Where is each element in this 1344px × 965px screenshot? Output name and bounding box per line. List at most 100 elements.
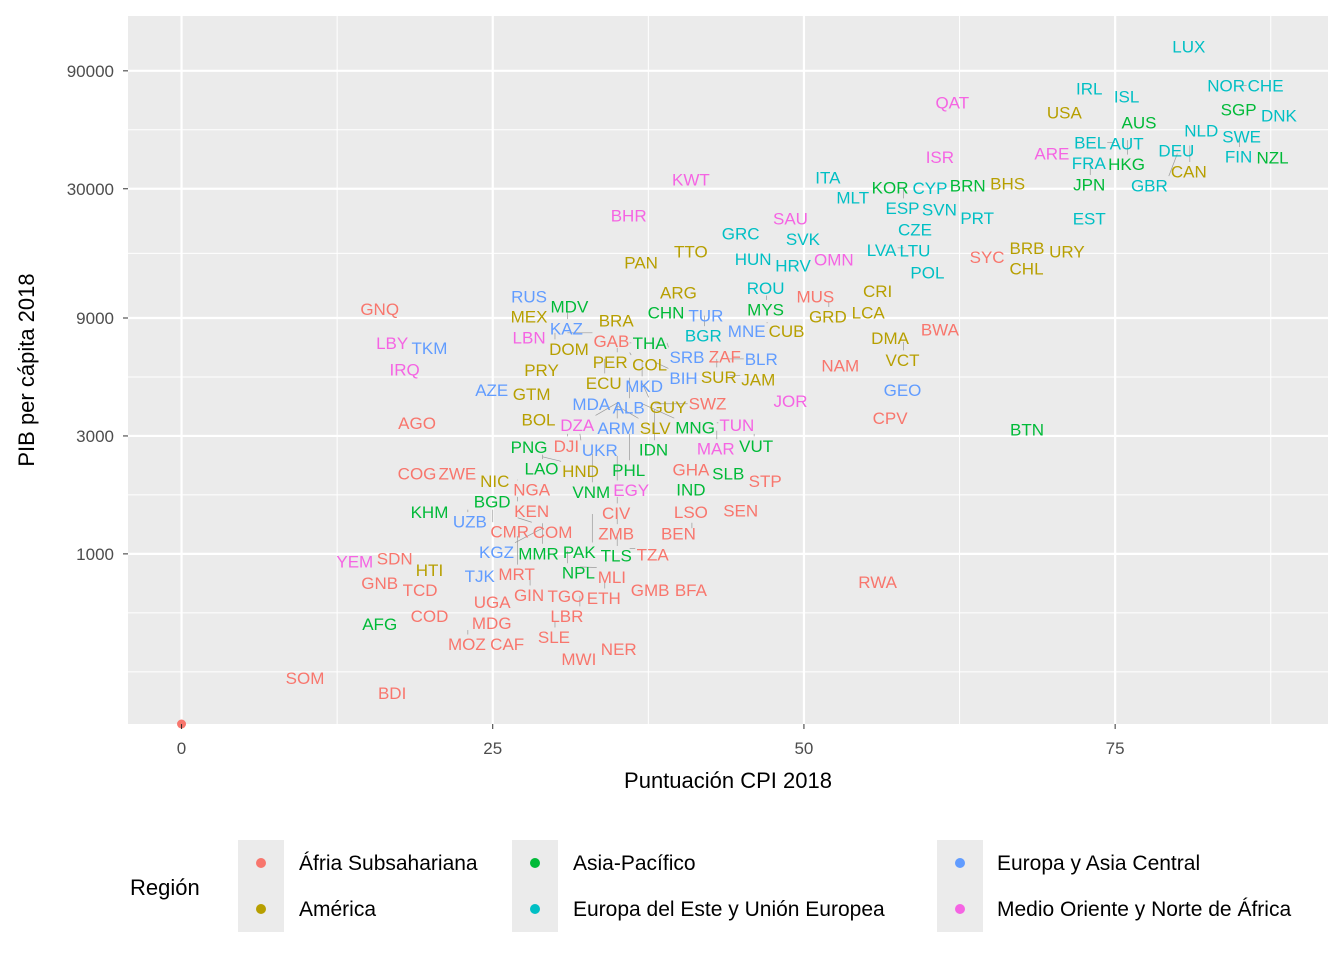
country-label-cmr: CMR [490,523,529,542]
country-label-mda: MDA [572,395,610,414]
country-label-uga: UGA [474,593,512,612]
country-label-bhs: BHS [990,175,1025,194]
country-label-mng: MNG [675,419,715,438]
y-tick-label: 90000 [67,62,114,81]
country-label-geo: GEO [884,381,922,400]
country-label-ago: AGO [398,414,436,433]
country-label-jor: JOR [773,392,807,411]
country-label-sen: SEN [723,501,758,520]
country-label-slv: SLV [640,419,672,438]
country-label-jpn: JPN [1073,176,1105,195]
country-label-cpv: CPV [873,409,909,428]
country-label-cod: COD [411,607,449,626]
country-label-nor: NOR [1207,77,1245,96]
country-label-nic: NIC [480,472,509,491]
country-label-lao: LAO [525,460,559,479]
country-label-jam: JAM [741,371,775,390]
country-label-phl: PHL [612,461,645,480]
label-leader-lines [467,85,1247,635]
country-label-slb: SLB [712,465,744,484]
country-label-usa: USA [1047,104,1083,123]
country-label-eth: ETH [587,589,621,608]
country-label-tcd: TCD [403,581,438,600]
country-label-hti: HTI [416,561,443,580]
country-label-kor: KOR [872,179,909,198]
country-label-nga: NGA [513,481,551,500]
country-label-ecu: ECU [586,374,622,393]
country-label-pol: POL [910,263,944,282]
country-label-stp: STP [749,472,782,491]
legend-key-dot [256,858,266,868]
country-label-tun: TUN [719,416,754,435]
country-label-swe: SWE [1222,127,1261,146]
country-label-ken: KEN [514,502,549,521]
legend-key-dot [955,904,965,914]
legend-key-dot [530,904,540,914]
country-label-bol: BOL [522,411,556,430]
major-gridlines [128,16,1328,724]
country-label-png: PNG [511,438,548,457]
country-label-zmb: ZMB [598,525,634,544]
country-label-hrv: HRV [775,256,811,275]
legend-entry-label: Medio Oriente y Norte de África [997,898,1291,921]
country-label-kgz: KGZ [479,543,514,562]
label-leader-line [617,405,639,419]
country-label-isr: ISR [926,148,954,167]
country-label-gmb: GMB [631,581,670,600]
country-label-prt: PRT [960,209,994,228]
country-label-ury: URY [1049,243,1085,262]
country-label-mdv: MDV [551,298,589,317]
country-label-isl: ISL [1114,88,1140,107]
country-label-cze: CZE [898,221,932,240]
country-label-svn: SVN [922,200,957,219]
country-label-pry: PRY [524,361,559,380]
country-label-bdi: BDI [378,684,406,703]
country-labels: LUX NOR CHE IRL ISL QAT USA SGP DNK AUS AUT NLD SWE F… [177,37,1298,729]
country-label-grd: GRD [809,307,847,326]
country-label-brb: BRB [1010,239,1045,258]
country-label-cyp: CYP [912,179,947,198]
country-label-lux: LUX [1172,37,1205,56]
country-label-rwa: RWA [858,573,897,592]
country-label-cog: COG [398,465,437,484]
label-leader-line [514,527,543,544]
country-label-hnd: HND [562,462,599,481]
label-leader-line [542,456,562,462]
y-tick-label: 3000 [76,427,114,446]
country-label-pan: PAN [624,253,658,272]
country-label-npl: NPL [562,564,595,583]
country-label-uzb: UZB [453,513,487,532]
country-label-sgp: SGP [1221,100,1257,119]
country-label-gnq: GNQ [360,300,399,319]
legend-entry-label: Asia-Pacífico [573,852,696,875]
country-label-com: COM [533,523,573,542]
country-label-btn: BTN [1010,421,1044,440]
country-label-tha: THA [633,334,668,353]
country-label-dma: DMA [871,329,909,348]
legend-entry-label: Europa y Asia Central [997,852,1200,875]
country-label-tza: TZA [637,546,670,565]
y-tick-label: 1000 [76,545,114,564]
country-label-yem: YEM [336,553,373,572]
country-label-sur: SUR [701,368,737,387]
label-leader-line [595,402,618,416]
country-label-lby: LBY [376,334,408,353]
country-label-ner: NER [601,640,637,659]
country-label-kaz: KAZ [550,320,583,339]
country-label-fra: FRA [1072,154,1107,173]
y-tick-label: 30000 [67,180,114,199]
country-label-hkg: HKG [1108,155,1145,174]
country-label-gha: GHA [672,461,710,480]
country-label-aus: AUS [1122,114,1157,133]
country-label-lbn: LBN [513,329,546,348]
country-label-sau: SAU [773,210,808,229]
country-label-sdn: SDN [377,549,413,568]
country-label-tto: TTO [674,243,708,262]
country-label-tkm: TKM [412,339,448,358]
country-label-gin: GIN [514,586,544,605]
label-leader-line [517,517,532,523]
country-label-arg: ARG [660,284,697,303]
country-label-grc: GRC [722,224,760,243]
country-label-rus: RUS [511,287,547,306]
